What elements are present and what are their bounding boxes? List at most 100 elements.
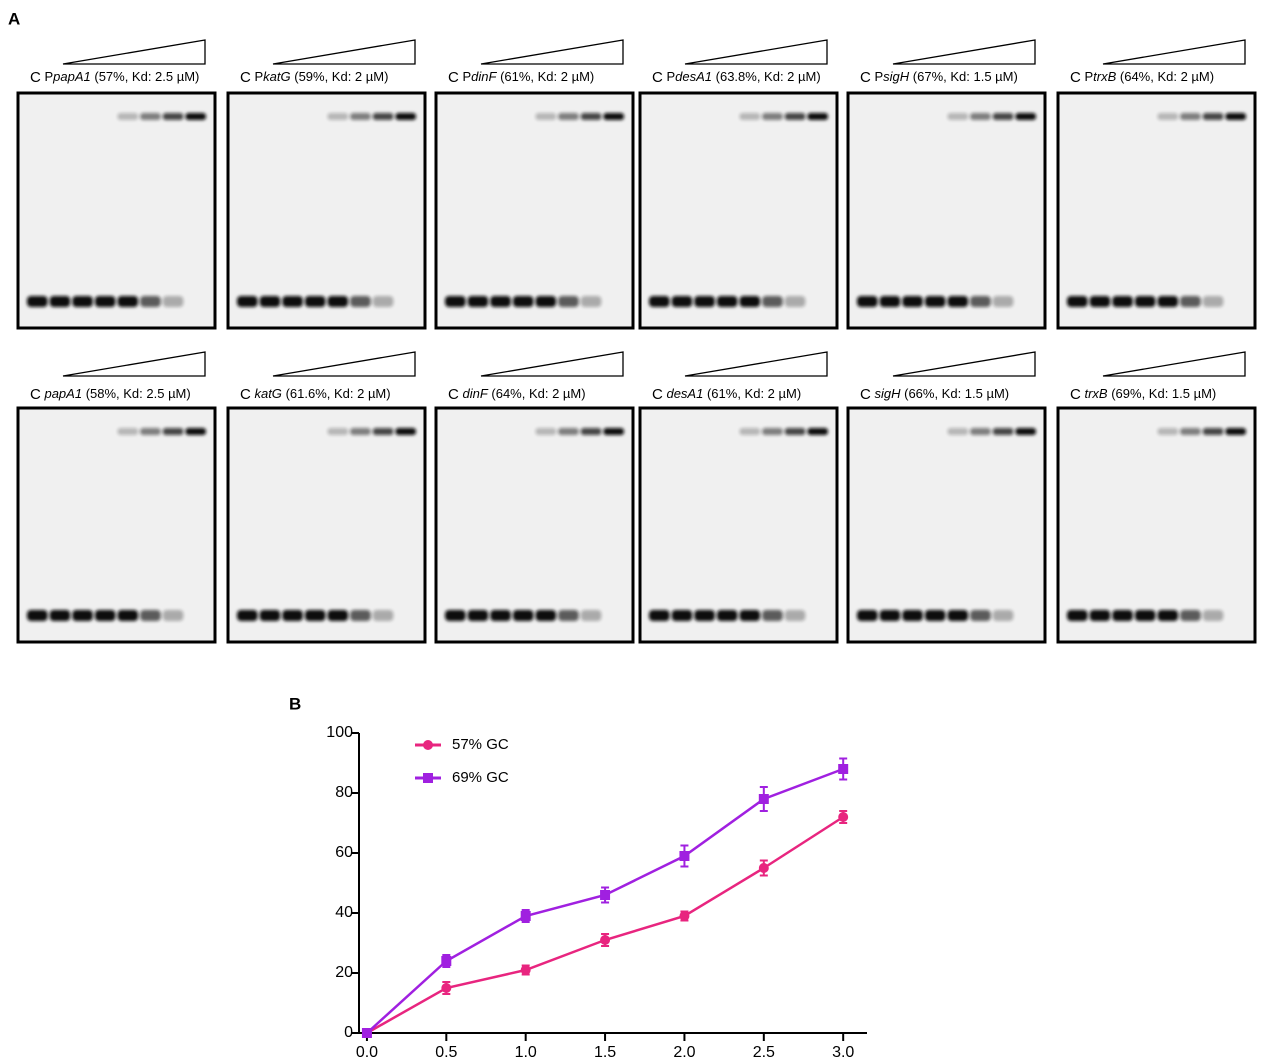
free-dna-band <box>94 296 116 307</box>
bound-complex-band <box>603 113 624 120</box>
bound-complex-band <box>947 428 969 435</box>
y-tick-label: 0 <box>344 1024 353 1041</box>
free-dna-band <box>558 296 579 307</box>
x-tick-label: 2.5 <box>753 1044 775 1061</box>
lane-label: C <box>240 386 251 403</box>
gene-name: katG <box>254 386 281 401</box>
bound-complex-band <box>140 428 161 435</box>
bound-complex-band <box>807 428 828 435</box>
gel-detail: (59%, Kd: 2 µM) <box>294 69 388 84</box>
free-dna-band <box>445 296 466 307</box>
bound-complex-band <box>327 113 349 120</box>
gel-detail: (67%, Kd: 1.5 µM) <box>913 69 1018 84</box>
free-dna-band <box>1112 610 1133 621</box>
free-dna-band <box>72 610 93 621</box>
free-dna-band <box>282 610 303 621</box>
gel-detail: (64%, Kd: 2 µM) <box>1120 69 1214 84</box>
bound-complex-band <box>947 113 969 120</box>
free-dna-band <box>27 296 48 307</box>
free-dna-band <box>580 610 602 621</box>
free-dna-band <box>162 610 184 621</box>
bound-complex-band <box>1225 113 1246 120</box>
series-line <box>366 815 844 1035</box>
concentration-wedge <box>272 351 416 377</box>
gel-label: C sigH (66%, Kd: 1.5 µM) <box>860 386 1009 403</box>
free-dna-band <box>716 610 738 621</box>
free-dna-band <box>490 610 511 621</box>
gel-label: C PpapA1 (57%, Kd: 2.5 µM) <box>30 69 199 86</box>
legend-label: 69% GC <box>452 769 509 786</box>
promoter-prefix: P <box>874 69 883 84</box>
lane-label: C <box>1070 386 1081 403</box>
data-point <box>361 1028 372 1038</box>
bound-complex-band <box>784 428 806 435</box>
gel-panels: C PpapA1 (57%, Kd: 2.5 µM) C PkatG (59%, … <box>16 39 1257 644</box>
y-tick-label: 60 <box>335 844 353 861</box>
gel-image <box>16 406 217 644</box>
free-dna-band <box>1067 610 1088 621</box>
bound-complex-band <box>395 428 416 435</box>
free-dna-band <box>649 296 670 307</box>
free-dna-band <box>237 610 258 621</box>
gel-detail: (58%, Kd: 2.5 µM) <box>86 386 191 401</box>
lane-label: C <box>1070 69 1081 86</box>
bound-complex-band <box>1015 428 1036 435</box>
bound-complex-band <box>580 113 602 120</box>
free-dna-band <box>992 296 1014 307</box>
free-dna-band <box>739 296 761 307</box>
data-point <box>600 890 611 900</box>
bound-complex-band <box>1202 428 1224 435</box>
chart: 0 20 40 60 80 100 0.0 0.5 1.0 1.5 2.0 2.5 3.0 57% GC 6… <box>326 724 867 1061</box>
bound-complex-band <box>558 428 579 435</box>
gel-detail: (57%, Kd: 2.5 µM) <box>94 69 199 84</box>
free-dna-band <box>970 610 991 621</box>
gene-name: dinF <box>462 386 488 401</box>
free-dna-band <box>1089 610 1111 621</box>
free-dna-band <box>445 610 466 621</box>
bound-complex-band <box>992 113 1014 120</box>
free-dna-band <box>1089 296 1111 307</box>
data-point <box>838 812 849 822</box>
free-dna-band <box>535 610 557 621</box>
concentration-wedge <box>480 351 624 377</box>
data-point <box>679 911 690 921</box>
concentration-wedge <box>1102 351 1246 377</box>
gel-image <box>638 406 839 644</box>
concentration-wedge <box>1102 39 1246 65</box>
gel-image <box>226 406 427 644</box>
gel-label: C PdesA1 (63.8%, Kd: 2 µM) <box>652 69 821 86</box>
free-dna-band <box>535 296 557 307</box>
free-dna-band <box>947 296 969 307</box>
free-dna-band <box>1180 610 1201 621</box>
free-dna-band <box>49 296 71 307</box>
free-dna-band <box>879 610 901 621</box>
x-tick-label: 2.0 <box>673 1044 695 1061</box>
bound-complex-band <box>117 428 139 435</box>
free-dna-band <box>350 610 371 621</box>
bound-complex-band <box>350 113 371 120</box>
bound-complex-band <box>762 113 783 120</box>
lane-label: C <box>448 69 459 86</box>
bound-complex-band <box>739 428 761 435</box>
bound-complex-band <box>807 113 828 120</box>
free-dna-band <box>304 610 326 621</box>
free-dna-band <box>671 610 693 621</box>
data-point <box>520 911 531 921</box>
free-dna-band <box>512 610 534 621</box>
free-dna-band <box>580 296 602 307</box>
panel-label: B <box>289 694 301 713</box>
legend-marker <box>423 773 433 783</box>
concentration-wedge <box>480 39 624 65</box>
gel-detail: (66%, Kd: 1.5 µM) <box>904 386 1009 401</box>
y-tick-label: 80 <box>335 784 353 801</box>
bound-complex-band <box>185 428 206 435</box>
gene-name: desA1 <box>675 69 712 84</box>
gene-name: katG <box>263 69 290 84</box>
concentration-wedge <box>684 351 828 377</box>
free-dna-band <box>467 296 489 307</box>
free-dna-band <box>327 610 349 621</box>
gel-label: C PsigH (67%, Kd: 1.5 µM) <box>860 69 1018 86</box>
promoter-prefix: P <box>254 69 263 84</box>
concentration-wedge <box>892 39 1036 65</box>
